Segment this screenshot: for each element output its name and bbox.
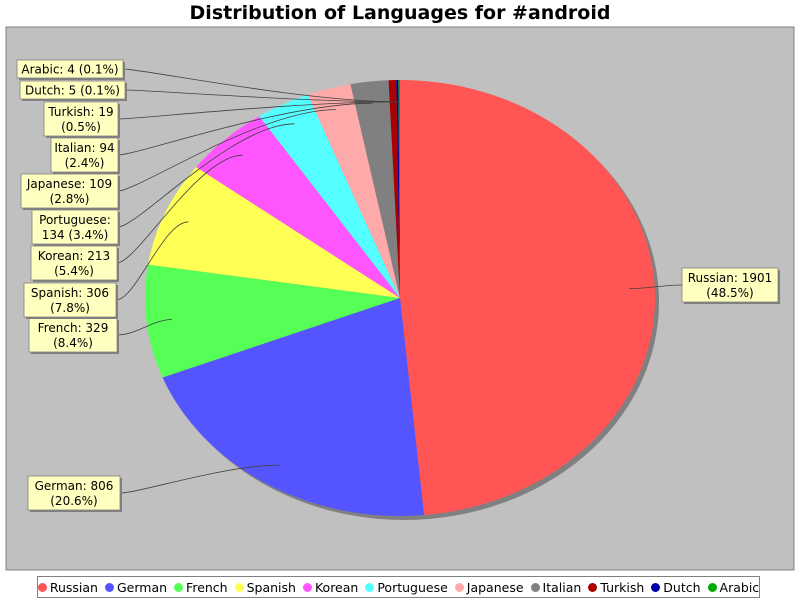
- slice-label-text: (7.8%): [50, 301, 90, 315]
- legend-label: Dutch: [663, 579, 701, 595]
- slice-label-text: French: 329: [38, 321, 109, 335]
- legend-swatch: [234, 582, 244, 592]
- legend-label: Arabic: [719, 579, 760, 595]
- legend-swatch: [104, 582, 114, 592]
- leader-line-german: [119, 464, 280, 494]
- leader-line-italian: [117, 102, 373, 156]
- legend-item-german: German: [104, 579, 168, 595]
- pie-slice-german[interactable]: [162, 298, 425, 517]
- leader-line-korean: [116, 154, 243, 264]
- slice-label-text: German: 806: [35, 479, 114, 493]
- legend-swatch: [302, 582, 312, 592]
- legend-swatch: [588, 582, 598, 592]
- slice-label-text: Portuguese:: [39, 213, 111, 227]
- legend-item-japanese: Japanese: [454, 579, 524, 595]
- legend: Russian German French Spanish Korean Portugue…: [37, 576, 760, 598]
- pie-slice-russian[interactable]: [400, 79, 656, 516]
- legend-item-russian: Russian: [37, 579, 98, 595]
- pie-slice-japanese[interactable]: [307, 84, 400, 299]
- slice-label-japanese: Japanese: 109(2.8%): [20, 173, 120, 210]
- legend-swatch: [365, 582, 375, 592]
- chart-title: Distribution of Languages for #android: [189, 2, 611, 24]
- leader-line-spanish: [115, 221, 189, 301]
- legend-item-french: French: [174, 580, 228, 595]
- slice-label-text: 134 (3.4%): [42, 228, 109, 242]
- pie-slice-turkish[interactable]: [388, 80, 400, 299]
- slice-label-text: (2.4%): [65, 156, 105, 170]
- slice-label-text: (2.8%): [50, 192, 90, 206]
- legend-label: French: [186, 579, 228, 595]
- legend-label: Korean: [314, 579, 359, 595]
- legend-swatch: [651, 582, 661, 592]
- pie-slice-spanish[interactable]: [148, 167, 400, 298]
- legend-swatch: [454, 582, 464, 592]
- slice-label-text: Spanish: 306: [31, 286, 109, 300]
- slice-label-text: Korean: 213: [38, 249, 110, 263]
- slice-label-russian: Russian: 1901(48.5%): [681, 267, 780, 304]
- legend-item-italian: Italian: [530, 579, 582, 595]
- leader-line-arabic: [122, 68, 400, 103]
- legend-item-korean: Korean: [302, 579, 359, 595]
- slice-label-turkish: Turkish: 19(0.5%): [43, 101, 120, 138]
- pie-slice-french[interactable]: [144, 264, 400, 378]
- legend-label: Japanese: [466, 579, 524, 595]
- slice-label-portuguese: Portuguese:134 (3.4%): [31, 209, 120, 246]
- legend-label: German: [116, 579, 168, 595]
- legend-label: Turkish: [600, 579, 645, 595]
- slice-label-spanish: Spanish: 306(7.8%): [23, 282, 118, 319]
- slice-label-text: (8.4%): [53, 336, 93, 350]
- slice-label-text: Japanese: 109: [26, 177, 112, 191]
- slice-label-italian: Italian: 94(2.4%): [50, 137, 120, 174]
- legend-label: Russian: [49, 579, 98, 595]
- slice-label-korean: Korean: 213(5.4%): [30, 245, 119, 282]
- leader-line-russian: [629, 284, 683, 290]
- legend-item-dutch: Dutch: [651, 579, 701, 595]
- leader-line-japanese: [117, 109, 336, 192]
- legend-swatch: [530, 582, 540, 592]
- pie-slice-korean[interactable]: [196, 116, 400, 298]
- legend-swatch: [37, 582, 47, 592]
- leader-line-portuguese: [117, 123, 295, 228]
- slice-label-text: Italian: 94: [54, 141, 114, 155]
- legend-swatch: [174, 582, 184, 592]
- leader-line-turkish: [117, 101, 394, 120]
- legend-label: Italian: [542, 579, 582, 595]
- slice-label-text: (0.5%): [61, 120, 101, 134]
- slice-label-german: German: 806(20.6%): [27, 475, 122, 512]
- slice-label-dutch: Dutch: 5 (0.1%): [19, 80, 127, 101]
- legend-swatch: [707, 582, 717, 592]
- legend-label: Spanish: [246, 579, 296, 595]
- legend-item-turkish: Turkish: [588, 580, 644, 595]
- leader-line-french: [116, 319, 172, 336]
- slice-label-arabic: Arabic: 4 (0.1%): [16, 59, 125, 80]
- slice-label-text: Russian: 1901: [688, 271, 773, 285]
- leader-line-dutch: [124, 89, 398, 103]
- legend-item-arabic: Arabic: [707, 579, 760, 595]
- slice-label-text: (48.5%): [706, 286, 753, 300]
- slice-label-text: (5.4%): [54, 264, 94, 278]
- slice-label-text: Arabic: 4 (0.1%): [21, 63, 118, 77]
- pie-slice-dutch[interactable]: [396, 80, 400, 298]
- slice-label-french: French: 329(8.4%): [28, 317, 119, 354]
- pie-chart: Russian: 1901(48.5%) German: 806(20.6%) Fr…: [5, 26, 795, 571]
- legend-item-spanish: Spanish: [234, 579, 296, 595]
- legend-label: Portuguese: [377, 579, 448, 595]
- pie-slice-italian[interactable]: [350, 80, 400, 298]
- slice-label-text: (20.6%): [50, 494, 97, 508]
- legend-item-portuguese: Portuguese: [365, 579, 448, 595]
- slice-label-text: Dutch: 5 (0.1%): [25, 84, 120, 98]
- slice-label-text: Turkish: 19: [47, 105, 113, 119]
- pie-slice-portuguese[interactable]: [259, 94, 400, 299]
- pie-slice-arabic[interactable]: [398, 79, 400, 298]
